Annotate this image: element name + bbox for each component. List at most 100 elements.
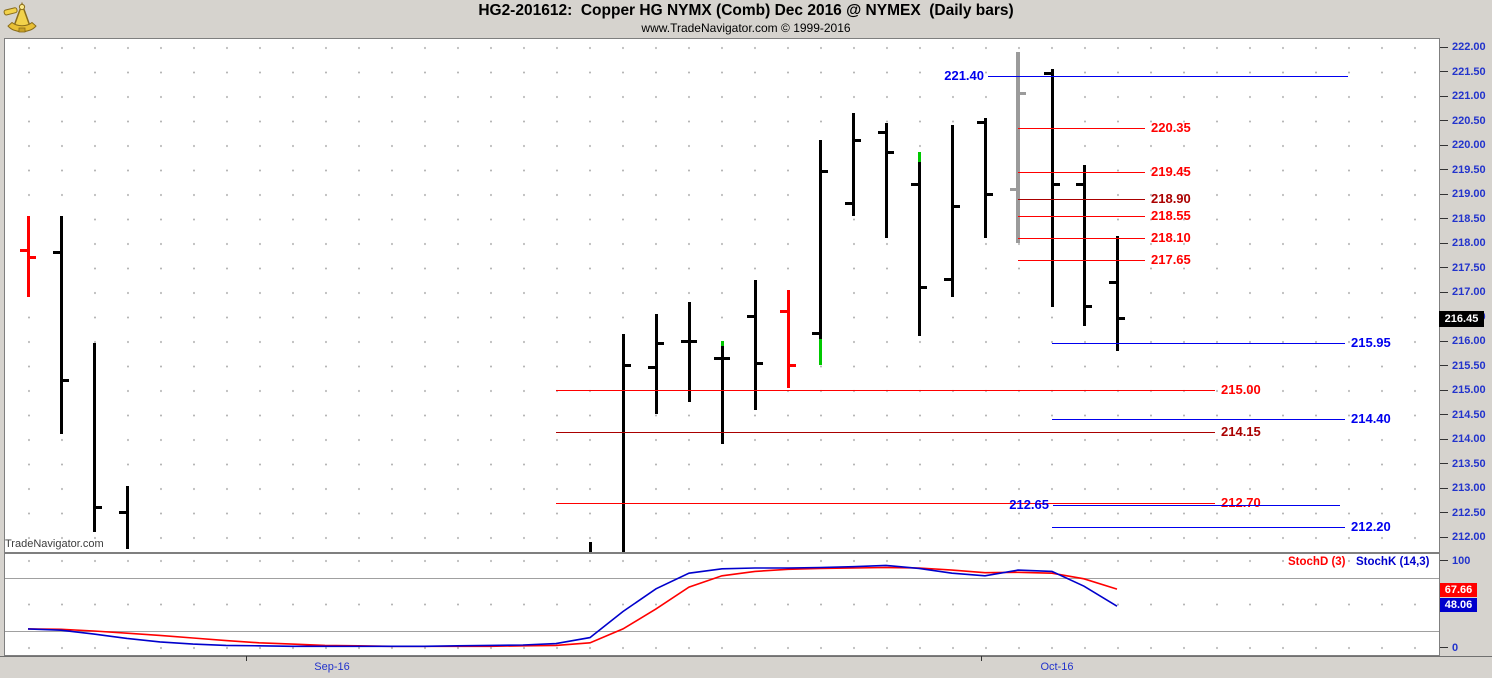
price-level-label[interactable]: 212.70	[1221, 494, 1261, 510]
open-tick	[1076, 182, 1084, 186]
price-level-label[interactable]: 221.40	[944, 68, 984, 84]
ohlc-bar	[884, 122, 888, 239]
price-level-label[interactable]: 220.35	[1151, 119, 1191, 135]
price-level-line[interactable]	[1018, 238, 1145, 240]
watermark: TradeNavigator.com	[5, 538, 104, 550]
price-axis-label: 214.50	[1452, 408, 1486, 421]
stoch-axis-tick-0	[1440, 647, 1448, 648]
open-tick	[119, 511, 127, 514]
open-tick	[747, 315, 755, 318]
stochastic-panel[interactable]	[4, 553, 1440, 656]
stochastic-curves	[27, 564, 1118, 648]
price-axis-label: 213.50	[1452, 457, 1486, 470]
price-level-label[interactable]: 218.10	[1151, 230, 1191, 246]
date-axis-label: Oct-16	[1040, 661, 1074, 673]
price-axis-tick	[1440, 365, 1448, 366]
price-axis-tick	[1440, 291, 1448, 293]
price-level-line[interactable]	[1018, 260, 1145, 262]
ohlc-bar	[59, 216, 63, 435]
stoch-gridline-20	[5, 631, 1439, 632]
stoch-axis-tick-100	[1440, 560, 1448, 561]
price-level-line[interactable]	[1053, 505, 1340, 507]
ohlc-bar	[1050, 69, 1054, 307]
price-level-label[interactable]: 214.40	[1351, 411, 1391, 427]
price-level-line[interactable]	[1052, 419, 1345, 421]
price-level-line[interactable]	[988, 76, 1348, 78]
ohlc-bar	[1016, 51, 1020, 243]
price-axis-label: 215.50	[1452, 359, 1486, 372]
ohlc-bar	[588, 541, 592, 552]
close-tick	[1084, 305, 1092, 309]
ohlc-bar	[983, 118, 987, 239]
price-level-label[interactable]: 215.95	[1351, 335, 1391, 351]
last-price-badge: 216.45	[1439, 310, 1484, 327]
price-level-line[interactable]	[556, 390, 1215, 391]
open-tick	[1044, 72, 1052, 76]
open-tick	[1109, 280, 1117, 284]
ohlc-bar	[851, 113, 855, 217]
date-axis-tick	[246, 656, 247, 661]
price-level-line[interactable]	[1018, 198, 1145, 200]
price-axis-tick	[1440, 463, 1448, 464]
stochd-value-badge: 67.66	[1440, 583, 1477, 597]
price-axis-tick	[1440, 438, 1448, 440]
ohlc-bar	[654, 314, 658, 415]
close-tick	[28, 256, 36, 260]
chart-title: HG2-201612: Copper HG NYMX (Comb) Dec 20…	[478, 2, 1014, 19]
ohlc-bar	[621, 333, 625, 552]
price-level-label[interactable]: 218.55	[1151, 208, 1191, 224]
ohlc-bar	[687, 301, 691, 403]
stochd-line	[27, 566, 1118, 648]
open-tick	[878, 131, 886, 135]
price-level-line[interactable]	[556, 431, 1215, 433]
price-level-label[interactable]: 212.65	[1009, 497, 1049, 513]
price-level-label[interactable]: 217.65	[1151, 252, 1191, 268]
close-tick	[1117, 317, 1125, 321]
price-level-label[interactable]: 218.90	[1151, 190, 1191, 206]
price-level-line[interactable]	[1052, 527, 1345, 529]
price-axis-label: 220.50	[1452, 114, 1486, 127]
close-tick	[985, 192, 993, 196]
price-level-label[interactable]: 215.00	[1221, 382, 1261, 397]
stoch-gridline-80	[5, 578, 1439, 579]
open-tick	[1010, 187, 1018, 191]
price-level-label[interactable]: 212.20	[1351, 519, 1391, 535]
open-tick	[977, 121, 985, 125]
ohlc-bar-segment	[917, 152, 921, 163]
price-axis-label: 215.00	[1452, 384, 1486, 396]
close-tick	[853, 138, 861, 142]
price-axis-tick	[1440, 144, 1448, 146]
close-tick	[788, 364, 796, 367]
price-axis-label: 216.00	[1452, 335, 1486, 347]
price-level-label[interactable]: 214.15	[1221, 423, 1261, 439]
main-chart-panel[interactable]	[4, 38, 1440, 553]
price-axis-tick	[1440, 267, 1448, 268]
legend-stochd[interactable]: StochD (3)	[1288, 556, 1346, 568]
price-level-label[interactable]: 219.45	[1151, 163, 1191, 179]
open-tick	[714, 356, 722, 360]
price-level-line[interactable]	[1052, 343, 1345, 345]
price-level-line[interactable]	[1018, 216, 1145, 218]
date-axis-label: Sep-16	[314, 661, 350, 673]
ohlc-bar-segment	[818, 338, 822, 366]
date-axis-tick	[981, 656, 982, 661]
ohlc-bar	[818, 140, 822, 366]
price-level-line[interactable]	[1018, 127, 1145, 129]
price-level-line[interactable]	[556, 502, 1215, 504]
price-axis-label: 219.50	[1452, 163, 1486, 176]
ohlc-bar-segment	[720, 341, 724, 346]
close-tick	[623, 364, 631, 367]
open-tick	[20, 248, 28, 252]
legend-stochk[interactable]: StochK (14,3)	[1356, 556, 1430, 568]
price-axis-tick	[1440, 512, 1448, 513]
price-axis-tick	[1440, 46, 1448, 48]
price-axis-tick	[1440, 71, 1448, 72]
price-axis-tick	[1440, 487, 1448, 489]
stochk-value-badge: 48.06	[1440, 598, 1477, 612]
ohlc-bar	[753, 279, 757, 410]
price-axis-tick	[1440, 389, 1448, 391]
ohlc-bar	[125, 485, 129, 550]
close-tick	[61, 378, 69, 382]
stoch-axis-100: 100	[1452, 555, 1471, 567]
price-level-line[interactable]	[1018, 171, 1145, 173]
